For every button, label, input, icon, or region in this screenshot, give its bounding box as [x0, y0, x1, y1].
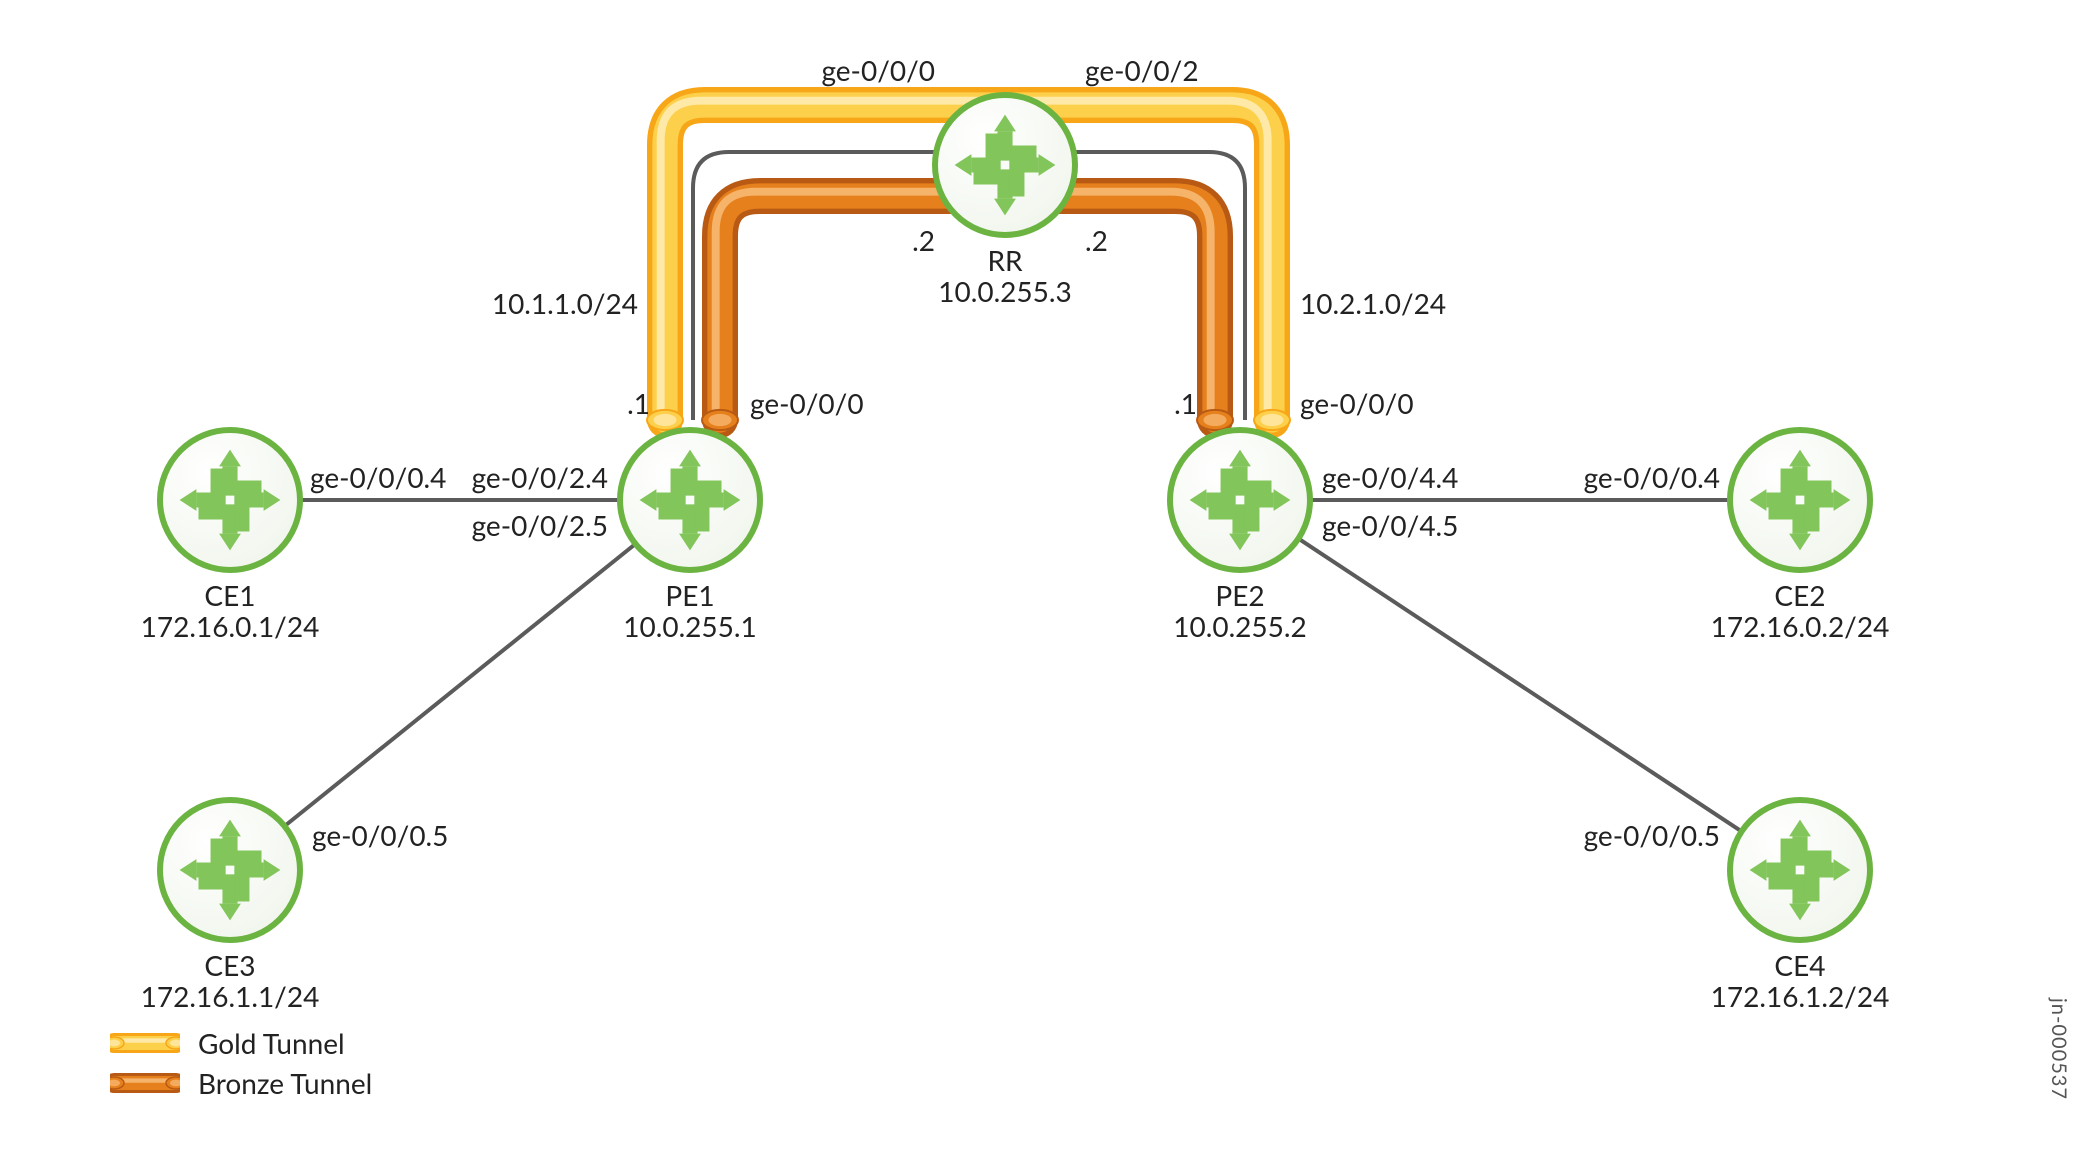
if-label-ce2_if: ge-0/0/0.4: [1584, 462, 1720, 493]
node-name-pe1: PE1: [623, 580, 757, 611]
if-label-pe2_ce4: ge-0/0/4.5: [1322, 510, 1458, 541]
legend: Gold Tunnel Bronze Tunnel: [110, 1020, 372, 1100]
node-name-ce4: CE4: [1711, 950, 1890, 981]
node-label-rr: RR10.0.255.3: [938, 245, 1072, 307]
if-label-net_right: 10.2.1.0/24: [1300, 288, 1446, 319]
if-label-pe1_ce3: ge-0/0/2.5: [472, 510, 608, 541]
legend-bronze-row: Bronze Tunnel: [110, 1066, 372, 1100]
if-label-net_left: 10.1.1.0/24: [492, 288, 638, 319]
node-label-ce3: CE3172.16.1.1/24: [141, 950, 320, 1012]
node-name-ce1: CE1: [141, 580, 320, 611]
node-name-rr: RR: [938, 245, 1072, 276]
if-label-pe1_sub: .1: [627, 388, 650, 419]
if-label-ce4_if: ge-0/0/0.5: [1584, 820, 1720, 851]
router-rr: [935, 95, 1075, 235]
legend-bronze-swatch: [110, 1068, 180, 1098]
legend-gold-row: Gold Tunnel: [110, 1026, 372, 1060]
if-label-rr_if_left: ge-0/0/0: [821, 55, 935, 86]
legend-gold-label: Gold Tunnel: [198, 1026, 345, 1060]
node-ip-pe1: 10.0.255.1: [623, 611, 757, 642]
network-routers: [160, 95, 1870, 940]
node-name-ce2: CE2: [1711, 580, 1890, 611]
if-label-pe2_ce2: ge-0/0/4.4: [1322, 462, 1458, 493]
node-ip-ce2: 172.16.0.2/24: [1711, 611, 1890, 642]
if-label-pe2_sub: .1: [1174, 388, 1197, 419]
if-label-rr_sub_left: .2: [912, 225, 935, 256]
router-ce2: [1730, 430, 1870, 570]
node-label-pe1: PE110.0.255.1: [623, 580, 757, 642]
router-ce4: [1730, 800, 1870, 940]
node-ip-pe2: 10.0.255.2: [1173, 611, 1307, 642]
node-label-ce1: CE1172.16.0.1/24: [141, 580, 320, 642]
if-label-ce3_if: ge-0/0/0.5: [312, 820, 448, 851]
figure-id: jn-000537: [2048, 998, 2070, 1100]
router-ce3: [160, 800, 300, 940]
if-label-pe1_up_if: ge-0/0/0: [750, 388, 864, 419]
router-pe1: [620, 430, 760, 570]
node-name-ce3: CE3: [141, 950, 320, 981]
node-ip-ce1: 172.16.0.1/24: [141, 611, 320, 642]
node-label-ce2: CE2172.16.0.2/24: [1711, 580, 1890, 642]
node-ip-ce4: 172.16.1.2/24: [1711, 981, 1890, 1012]
legend-bronze-label: Bronze Tunnel: [198, 1066, 372, 1100]
node-label-ce4: CE4172.16.1.2/24: [1711, 950, 1890, 1012]
if-label-pe1_ce1: ge-0/0/2.4: [472, 462, 608, 493]
diagram-stage: RR10.0.255.3 PE110.0.255.1 PE210.0.255.2 CE…: [0, 0, 2100, 1170]
node-label-pe2: PE210.0.255.2: [1173, 580, 1307, 642]
router-ce1: [160, 430, 300, 570]
node-ip-ce3: 172.16.1.1/24: [141, 981, 320, 1012]
if-label-ce1_if: ge-0/0/0.4: [310, 462, 446, 493]
if-label-rr_if_right: ge-0/0/2: [1085, 55, 1199, 86]
router-pe2: [1170, 430, 1310, 570]
node-ip-rr: 10.0.255.3: [938, 276, 1072, 307]
network-edges: [285, 500, 1742, 831]
legend-gold-swatch: [110, 1028, 180, 1058]
if-label-rr_sub_right: .2: [1085, 225, 1108, 256]
if-label-pe2_up_if: ge-0/0/0: [1300, 388, 1414, 419]
node-name-pe2: PE2: [1173, 580, 1307, 611]
